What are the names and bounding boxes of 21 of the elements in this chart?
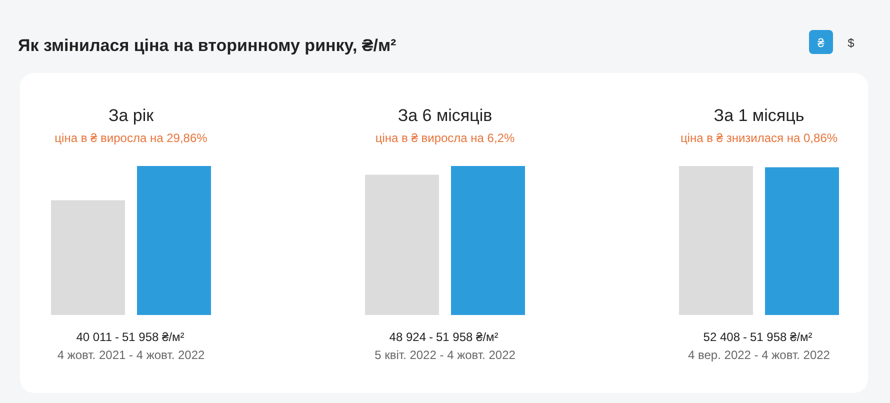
data-label: 51 958 ₴/м² [436,330,498,344]
text: 4 вер. 2022 - 4 жовт. 2022 [688,348,830,362]
data-label: 48 924 [389,330,426,344]
text: - [115,330,119,344]
data-label: 40 011 [76,330,112,344]
data-label: 51 958 ₴/м² [750,330,812,344]
chart-title: За 1 місяць [714,106,804,125]
text: - [429,330,433,344]
text: Як змінилася ціна на вторинному ринку, ₴/м² [18,36,397,55]
text: - [743,330,747,344]
text: $ [848,36,855,50]
text: ₴ [818,36,825,50]
data-label: 52 408 [703,330,740,344]
chart-subtitle: ціна в ₴ виросла на 29,86% [54,131,208,145]
data-label: 51 958 ₴/м² [122,330,184,344]
chart-subtitle: ціна в ₴ виросла на 6,2% [375,131,515,145]
text: 5 квіт. 2022 - 4 жовт. 2022 [374,348,516,362]
chart-title: За 6 місяців [398,106,492,125]
chart-subtitle: ціна в ₴ знизилася на 0,86% [680,131,838,145]
chart-title: За рік [108,106,154,125]
text: 4 жовт. 2021 - 4 жовт. 2022 [57,348,205,362]
